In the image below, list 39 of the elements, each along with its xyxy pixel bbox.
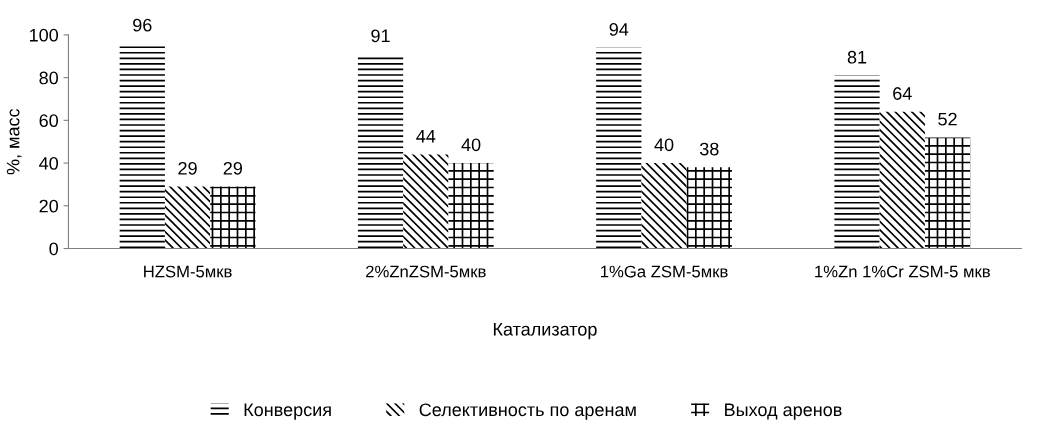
bar	[641, 163, 687, 249]
bar	[164, 186, 211, 249]
data-label: 52	[938, 112, 957, 126]
x-axis-title: Катализатор	[493, 323, 597, 340]
y-tick-label: 80	[39, 71, 59, 85]
bar	[403, 154, 449, 249]
y-tick-label: 40	[39, 157, 59, 170]
data-label: 40	[654, 138, 674, 152]
legend-label: Селективность по аренам	[419, 403, 636, 420]
data-label: 40	[461, 138, 481, 152]
y-tick-label: 20	[39, 199, 59, 213]
x-tick-label: 1%Zn 1%Cr ZSM-5 мкв	[815, 265, 990, 278]
bar	[879, 111, 925, 249]
y-axis-title: %, масс	[6, 108, 22, 175]
x-tick-label: HZSM-5мкв	[144, 265, 232, 278]
legend-label: Выход аренов	[725, 403, 842, 420]
data-label: 29	[223, 161, 243, 175]
bar	[686, 167, 732, 249]
bar	[596, 47, 642, 249]
legend-label: Конверсия	[244, 403, 331, 420]
data-label: 44	[416, 130, 436, 143]
data-label: 94	[609, 23, 629, 36]
data-label: 96	[133, 18, 152, 32]
bar	[119, 43, 165, 249]
data-label: 81	[847, 50, 867, 64]
y-tick-label: 0	[49, 242, 59, 256]
y-tick-label: 60	[39, 114, 59, 128]
data-label: 38	[699, 142, 719, 156]
y-tick-label: 100	[29, 28, 59, 42]
x-tick-label: 1%Ga ZSM-5мкв	[601, 265, 728, 278]
x-tick-label: 2%ZnZSM-5мкв	[366, 265, 486, 278]
data-label: 64	[893, 87, 912, 100]
bar	[834, 75, 880, 249]
bar	[210, 186, 256, 249]
bar	[357, 54, 404, 249]
data-label: 29	[178, 161, 197, 175]
data-label: 91	[371, 29, 390, 43]
bar	[924, 137, 971, 249]
bar	[448, 163, 494, 249]
